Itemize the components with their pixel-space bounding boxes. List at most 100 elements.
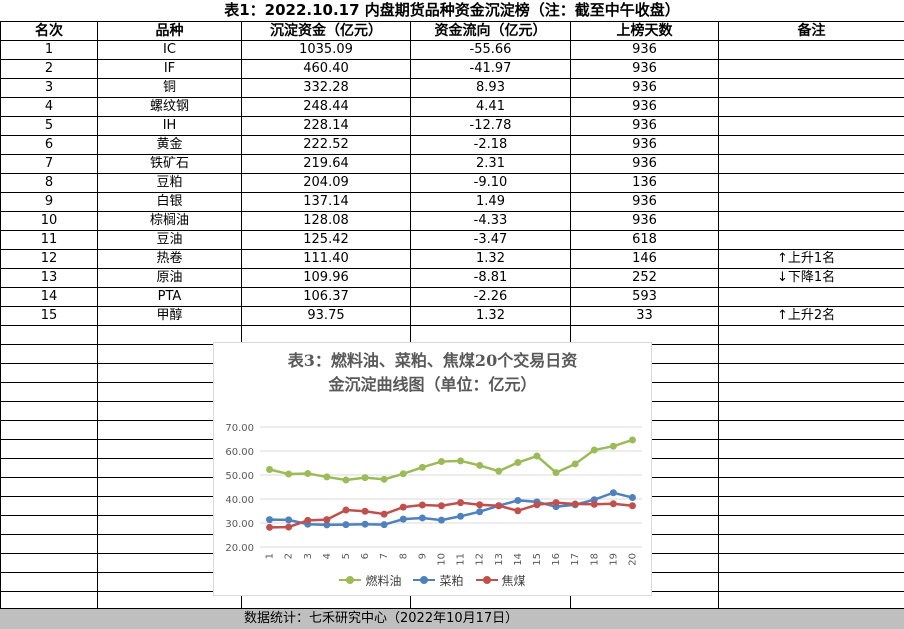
variety-cell: IH [98,117,242,136]
series-line [270,440,633,480]
data-point [266,524,273,531]
footer-source: 数据统计：七禾研究中心（2022年10月17日） [0,608,904,629]
note-cell [719,174,904,193]
x-tick-label: 6 [360,553,371,559]
rank-cell: 2 [1,60,98,79]
data-point [285,516,292,523]
funds-cell: 460.40 [242,60,411,79]
funds-cell: 137.14 [242,193,411,212]
funds-cell: 1035.09 [242,41,411,60]
note-cell: ↓下降1名 [719,269,904,288]
empty-cell [719,421,904,440]
legend-label: 菜粕 [439,572,463,589]
funds-cell: 248.44 [242,98,411,117]
empty-cell [719,573,904,592]
x-tick-label: 8 [398,553,409,559]
empty-cell [1,440,98,459]
days-cell: 936 [571,41,719,60]
days-cell: 936 [571,212,719,231]
note-cell [719,193,904,212]
flow-cell: -8.81 [411,269,571,288]
data-point [610,489,617,496]
flow-cell: -55.66 [411,41,571,60]
days-cell: 936 [571,60,719,79]
data-point [362,521,369,528]
data-point [629,502,636,509]
days-cell: 936 [571,79,719,98]
x-tick-label: 5 [341,553,352,559]
variety-cell: 棕榈油 [98,212,242,231]
col-header-rank: 名次 [1,22,98,41]
days-cell: 146 [571,250,719,269]
data-point [285,471,292,478]
data-point [323,516,330,523]
x-tick-label: 3 [303,553,314,559]
rank-cell: 15 [1,307,98,326]
x-tick-label: 14 [513,553,524,566]
x-tick-label: 7 [379,553,390,559]
y-tick-label: 30.00 [225,519,254,530]
note-cell [719,136,904,155]
funds-cell: 128.08 [242,212,411,231]
days-cell: 936 [571,117,719,136]
rank-cell: 10 [1,212,98,231]
flow-cell: 1.32 [411,307,571,326]
funds-cell: 204.09 [242,174,411,193]
empty-cell [1,383,98,402]
variety-cell: IF [98,60,242,79]
data-point [514,497,521,504]
rank-cell: 11 [1,231,98,250]
rank-cell: 1 [1,41,98,60]
data-point [266,516,273,523]
x-tick-label: 15 [532,553,543,566]
variety-cell: 铁矿石 [98,155,242,174]
data-point [419,514,426,521]
variety-cell: 原油 [98,269,242,288]
data-point [476,508,483,515]
legend-label: 燃料油 [365,572,401,589]
data-point [400,516,407,523]
note-cell [719,79,904,98]
variety-cell: 热卷 [98,250,242,269]
data-point [591,447,598,454]
flow-cell: -4.33 [411,212,571,231]
days-cell: 618 [571,231,719,250]
variety-cell: 甲醇 [98,307,242,326]
rank-cell: 6 [1,136,98,155]
data-point [476,462,483,469]
x-tick-label: 4 [322,553,333,559]
rank-cell: 3 [1,79,98,98]
x-tick-label: 1 [265,553,276,559]
note-cell [719,41,904,60]
rank-cell: 7 [1,155,98,174]
empty-cell [719,478,904,497]
rank-cell: 13 [1,269,98,288]
days-cell: 33 [571,307,719,326]
data-point [342,477,349,484]
note-cell [719,98,904,117]
variety-cell: 白银 [98,193,242,212]
variety-cell: 豆粕 [98,174,242,193]
data-point [323,473,330,480]
variety-cell: 黄金 [98,136,242,155]
data-point [381,476,388,483]
empty-cell [719,497,904,516]
report-title: 表1：2022.10.17 内盘期货品种资金沉淀榜（注：截至中午收盘） [0,0,904,22]
data-point [610,443,617,450]
variety-cell: PTA [98,288,242,307]
funds-cell: 219.64 [242,155,411,174]
legend-swatch [476,579,498,581]
data-point [457,513,464,520]
data-point [400,470,407,477]
note-cell [719,155,904,174]
y-tick-label: 40.00 [225,495,254,506]
rank-cell: 4 [1,98,98,117]
flow-cell: -12.78 [411,117,571,136]
empty-cell [719,402,904,421]
data-point [572,460,579,467]
